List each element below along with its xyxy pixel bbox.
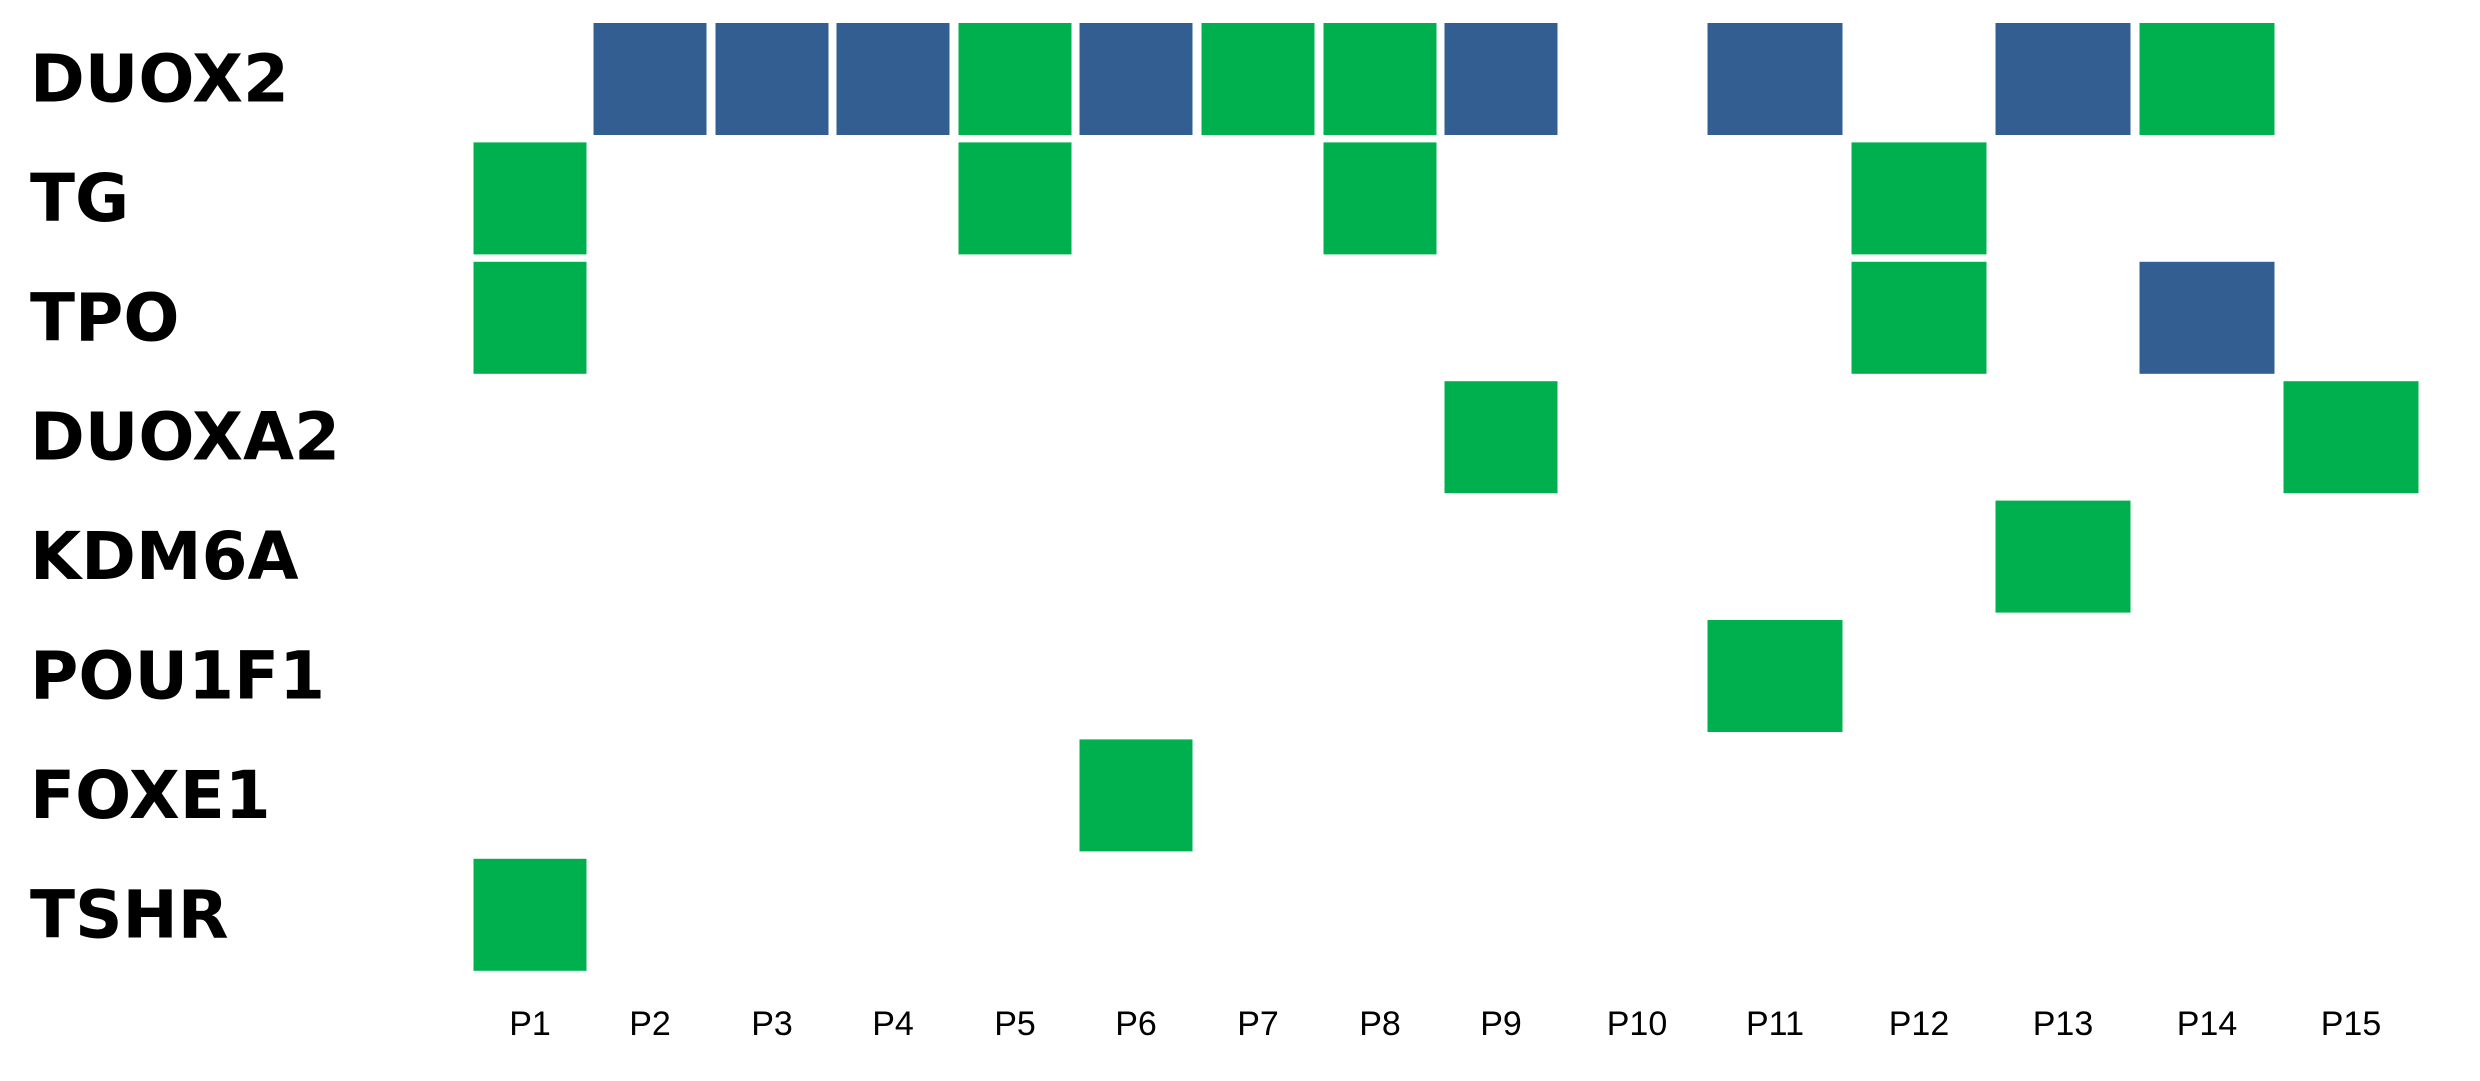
gene-label-tshr: TSHR bbox=[30, 876, 229, 953]
patient-label-p11: P11 bbox=[1746, 1005, 1804, 1043]
cell-duox2-p14 bbox=[2139, 23, 2275, 135]
cell-duox2-p6 bbox=[1079, 23, 1193, 135]
patient-label-p6: P6 bbox=[1115, 1005, 1157, 1043]
cell-duox2-p8 bbox=[1323, 23, 1437, 135]
patient-label-p7: P7 bbox=[1237, 1005, 1279, 1043]
cell-pou1f1-p11 bbox=[1707, 620, 1843, 732]
patient-label-p13: P13 bbox=[2033, 1005, 2094, 1043]
gene-label-tpo: TPO bbox=[30, 279, 180, 356]
gene-label-tg: TG bbox=[30, 160, 129, 237]
patient-label-p14: P14 bbox=[2177, 1005, 2238, 1043]
cell-duox2-p11 bbox=[1707, 23, 1843, 135]
cell-kdm6a-p13 bbox=[1995, 500, 2131, 613]
patient-label-p2: P2 bbox=[629, 1005, 671, 1043]
patient-label-p8: P8 bbox=[1359, 1005, 1401, 1043]
cell-duox2-p4 bbox=[836, 23, 950, 135]
gene-label-pou1f1: POU1F1 bbox=[30, 638, 325, 715]
cell-duox2-p3 bbox=[715, 23, 829, 135]
cell-tg-p12 bbox=[1851, 142, 1987, 255]
patient-label-p10: P10 bbox=[1607, 1005, 1668, 1043]
cell-tpo-p14 bbox=[2139, 261, 2275, 374]
gene-label-kdm6a: KDM6A bbox=[30, 518, 299, 595]
patient-label-p9: P9 bbox=[1480, 1005, 1522, 1043]
patient-label-p1: P1 bbox=[509, 1005, 551, 1043]
cell-duox2-p13 bbox=[1995, 23, 2131, 135]
cell-duox2-p9 bbox=[1444, 23, 1558, 135]
cell-tg-p8 bbox=[1323, 142, 1437, 255]
cell-duox2-p5 bbox=[958, 23, 1072, 135]
gene-label-foxe1: FOXE1 bbox=[30, 757, 271, 834]
cell-foxe1-p6 bbox=[1079, 739, 1193, 852]
patient-label-p5: P5 bbox=[994, 1005, 1036, 1043]
patient-label-p15: P15 bbox=[2321, 1005, 2382, 1043]
patient-label-p3: P3 bbox=[751, 1005, 793, 1043]
cell-tpo-p1 bbox=[473, 261, 587, 374]
cell-duox2-p7 bbox=[1201, 23, 1315, 135]
gene-label-duox2: DUOX2 bbox=[30, 41, 289, 118]
patient-labels: P1 P2 P3 P4 P5 P6 P7 P8 P9 P10 P11 P12 P13 P14 P15 bbox=[509, 1005, 2381, 1043]
heatmap-cells bbox=[473, 23, 2419, 971]
cell-tpo-p12 bbox=[1851, 261, 1987, 374]
cell-tg-p5 bbox=[958, 142, 1072, 255]
gene-label-duoxa2: DUOXA2 bbox=[30, 399, 340, 476]
cell-duoxa2-p15 bbox=[2283, 381, 2419, 494]
gene-labels: DUOX2 TG TPO DUOXA2 KDM6A POU1F1 FOXE1 TSHR bbox=[30, 41, 340, 954]
cell-duox2-p2 bbox=[593, 23, 707, 135]
patient-label-p4: P4 bbox=[872, 1005, 914, 1043]
patient-label-p12: P12 bbox=[1889, 1005, 1950, 1043]
cell-duoxa2-p9 bbox=[1444, 381, 1558, 494]
cell-tshr-p1 bbox=[473, 858, 587, 971]
cell-tg-p1 bbox=[473, 142, 587, 255]
